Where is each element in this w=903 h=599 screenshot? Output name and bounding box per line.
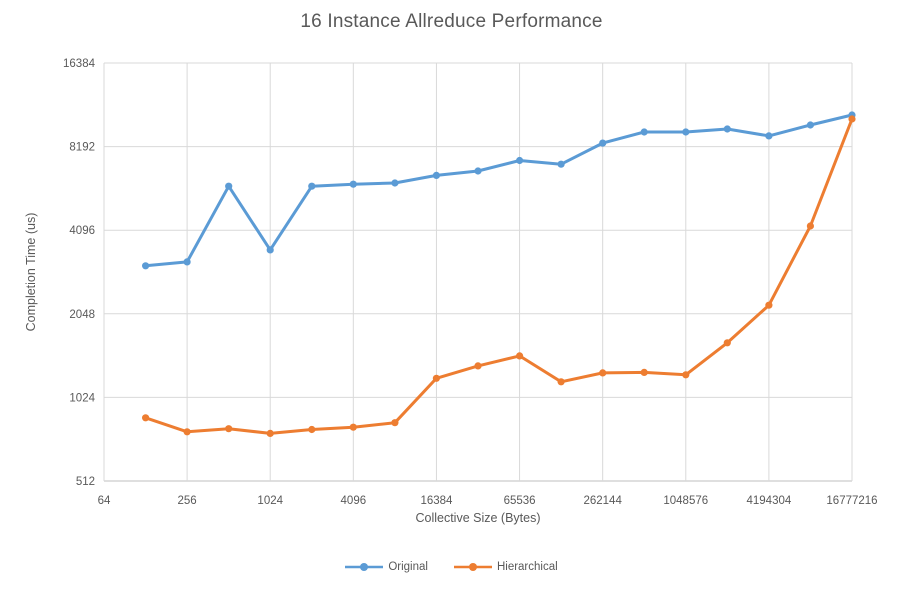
x-tick-label: 262144 [583, 495, 622, 507]
data-point-hierarchical [640, 368, 648, 376]
data-point-hierarchical [349, 423, 357, 431]
data-point-original [225, 182, 233, 190]
data-point-hierarchical [266, 429, 274, 437]
data-point-original [516, 156, 524, 165]
data-point-hierarchical [391, 419, 399, 427]
data-point-original [599, 139, 607, 147]
legend-marker-hierarchical [453, 563, 492, 571]
x-tick-label: 256 [178, 495, 197, 507]
data-point-original [557, 160, 565, 168]
data-point-original [349, 180, 357, 188]
x-tick-label: 4096 [341, 495, 367, 507]
data-point-original [432, 171, 440, 179]
data-point-hierarchical [557, 378, 565, 386]
series-line-hierarchical [144, 117, 854, 435]
data-point-original [183, 258, 191, 266]
data-point-hierarchical [183, 428, 191, 436]
data-point-hierarchical [848, 115, 856, 123]
x-tick-label: 65536 [504, 495, 536, 507]
data-point-original [806, 121, 815, 129]
data-point-original [682, 128, 690, 136]
x-tick-label: 16384 [420, 495, 453, 507]
data-point-original [723, 125, 731, 133]
data-point-original [142, 262, 150, 270]
data-point-hierarchical [806, 222, 815, 230]
data-point-hierarchical [308, 425, 316, 434]
data-point-original [640, 128, 648, 136]
data-point-hierarchical [516, 352, 524, 360]
data-point-original [266, 246, 274, 254]
data-point-hierarchical [142, 414, 150, 422]
x-axis-title: Collective Size (Bytes) [415, 511, 541, 525]
data-point-hierarchical [682, 371, 690, 379]
data-point-hierarchical [225, 425, 233, 433]
data-point-original [474, 167, 482, 175]
legend-label: Hierarchical [496, 561, 558, 573]
x-tick-label: 1024 [257, 495, 283, 507]
series-line-original [144, 113, 854, 268]
data-point-hierarchical [599, 369, 607, 377]
legend: Original Hierarchical [0, 561, 903, 573]
x-tick-label: 4194304 [746, 495, 791, 507]
data-point-hierarchical [765, 301, 773, 309]
y-tick-label: 2048 [69, 309, 95, 321]
x-tick-label: 1048576 [663, 495, 708, 507]
data-point-original [308, 182, 316, 190]
data-point-hierarchical [474, 362, 482, 370]
y-tick-label: 8192 [69, 142, 95, 154]
data-point-hierarchical [723, 339, 731, 347]
x-tick-label: 64 [98, 495, 111, 507]
x-tick-label: 16777216 [826, 495, 877, 507]
data-point-original [765, 132, 773, 140]
y-tick-label: 16384 [63, 58, 96, 70]
data-point-original [391, 179, 399, 187]
legend-item-original: Original [345, 561, 428, 573]
y-tick-label: 4096 [69, 225, 95, 237]
legend-marker-original [345, 563, 384, 571]
y-tick-label: 512 [76, 476, 95, 488]
data-point-hierarchical [432, 374, 440, 382]
chart-title: 16 Instance Allreduce Performance [300, 11, 603, 32]
y-tick-label: 1024 [69, 392, 95, 404]
legend-label: Original [388, 561, 428, 573]
legend-item-hierarchical: Hierarchical [453, 561, 558, 573]
